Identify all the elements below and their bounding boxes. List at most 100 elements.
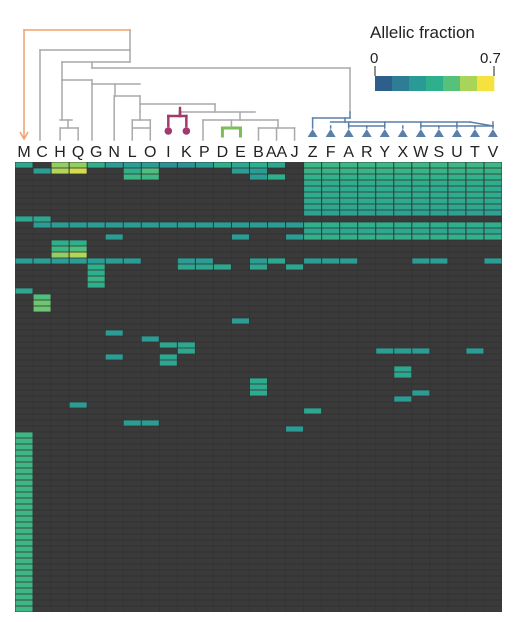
heatmap-cell xyxy=(412,234,430,240)
heatmap-cell xyxy=(340,186,358,192)
heatmap-cell xyxy=(412,174,430,180)
heatmap-cell xyxy=(15,432,33,438)
heatmap-cell xyxy=(159,342,177,348)
heatmap-cell xyxy=(448,204,466,210)
heatmap-cell xyxy=(231,234,249,240)
heatmap-cell xyxy=(412,258,430,264)
heatmap-cell xyxy=(195,162,213,168)
heatmap-cell xyxy=(15,576,33,582)
heatmap-cell xyxy=(51,246,69,252)
heatmap-cell xyxy=(322,258,340,264)
heatmap-cell xyxy=(159,360,177,366)
heatmap-cell xyxy=(15,504,33,510)
heatmap-cell xyxy=(394,372,412,378)
legend-swatch xyxy=(426,76,444,91)
heatmap-cell xyxy=(448,186,466,192)
arrow-head-m xyxy=(19,131,29,141)
heatmap-cell xyxy=(213,162,231,168)
heatmap-cell xyxy=(430,228,448,234)
heatmap-cell xyxy=(231,168,249,174)
heatmap-cell xyxy=(358,204,376,210)
heatmap-cell xyxy=(376,348,394,354)
heatmap-cell xyxy=(105,354,123,360)
heatmap-cell xyxy=(249,222,268,228)
heatmap-cell xyxy=(322,168,340,174)
column-label: H xyxy=(54,144,66,161)
heatmap-cell xyxy=(304,222,322,228)
heatmap-cell xyxy=(376,210,394,216)
column-label: K xyxy=(181,144,192,161)
column-label: E xyxy=(235,144,246,161)
column-label: A xyxy=(343,144,354,161)
legend-swatch xyxy=(460,76,478,91)
heatmap-cell xyxy=(249,390,268,396)
heatmap-cell xyxy=(51,222,69,228)
heatmap-cell xyxy=(430,186,448,192)
heatmap-cell xyxy=(484,258,502,264)
heatmap-cell xyxy=(340,222,358,228)
column-label: S xyxy=(434,144,445,161)
heatmap-cell xyxy=(141,222,159,228)
heatmap-cell xyxy=(484,228,502,234)
heatmap-cell xyxy=(268,162,286,168)
heatmap-cell xyxy=(394,168,412,174)
leaf-dot-i xyxy=(164,127,173,135)
leaf-triangle xyxy=(325,129,336,137)
heatmap-cell xyxy=(394,396,412,402)
heatmap-cell xyxy=(430,204,448,210)
heatmap-cell xyxy=(177,162,195,168)
heatmap-cell xyxy=(123,168,141,174)
heatmap-cell xyxy=(448,162,466,168)
heatmap-cell xyxy=(376,174,394,180)
heatmap-cell xyxy=(430,180,448,186)
heatmap-cell xyxy=(376,186,394,192)
heatmap-cell xyxy=(51,168,69,174)
heatmap-cell xyxy=(448,174,466,180)
heatmap-cell xyxy=(340,258,358,264)
column-label: N xyxy=(108,144,120,161)
heatmap-cell xyxy=(466,168,484,174)
column-label: O xyxy=(144,144,156,161)
heatmap-cell xyxy=(376,198,394,204)
leaf-triangle xyxy=(415,129,426,137)
heatmap-cell xyxy=(87,258,105,264)
heatmap-cell xyxy=(430,234,448,240)
heatmap-cell xyxy=(87,270,105,276)
leaf-triangle xyxy=(433,129,444,137)
heatmap-cell xyxy=(141,168,159,174)
heatmap-cell xyxy=(484,204,502,210)
heatmap-cell xyxy=(268,222,286,228)
heatmap-cell xyxy=(105,162,123,168)
heatmap-cell xyxy=(304,180,322,186)
heatmap-cell xyxy=(195,222,213,228)
column-label: G xyxy=(90,144,102,161)
heatmap-cell xyxy=(376,162,394,168)
heatmap-cell xyxy=(33,168,51,174)
heatmap-cell xyxy=(87,162,105,168)
heatmap-cell xyxy=(358,222,376,228)
heatmap-cell xyxy=(15,516,33,522)
column-label: R xyxy=(361,144,373,161)
heatmap-cell xyxy=(15,498,33,504)
heatmap-cell xyxy=(340,192,358,198)
legend-min-label: 0 xyxy=(370,50,378,67)
heatmap-cell xyxy=(15,534,33,540)
heatmap-cell xyxy=(412,348,430,354)
heatmap-cell xyxy=(376,168,394,174)
heatmap-cell xyxy=(340,180,358,186)
heatmap-cell xyxy=(358,186,376,192)
heatmap-cell xyxy=(394,204,412,210)
heatmap-cell xyxy=(123,174,141,180)
heatmap-cell xyxy=(15,492,33,498)
heatmap-cell xyxy=(177,264,195,270)
heatmap-cell xyxy=(448,210,466,216)
heatmap-cell xyxy=(340,210,358,216)
legend-swatch xyxy=(409,76,427,91)
column-label: X xyxy=(397,144,408,161)
heatmap-cell xyxy=(231,318,249,324)
heatmap-cell xyxy=(394,198,412,204)
heatmap-cell xyxy=(430,258,448,264)
heatmap-cell xyxy=(159,162,177,168)
heatmap-cell xyxy=(249,162,268,168)
